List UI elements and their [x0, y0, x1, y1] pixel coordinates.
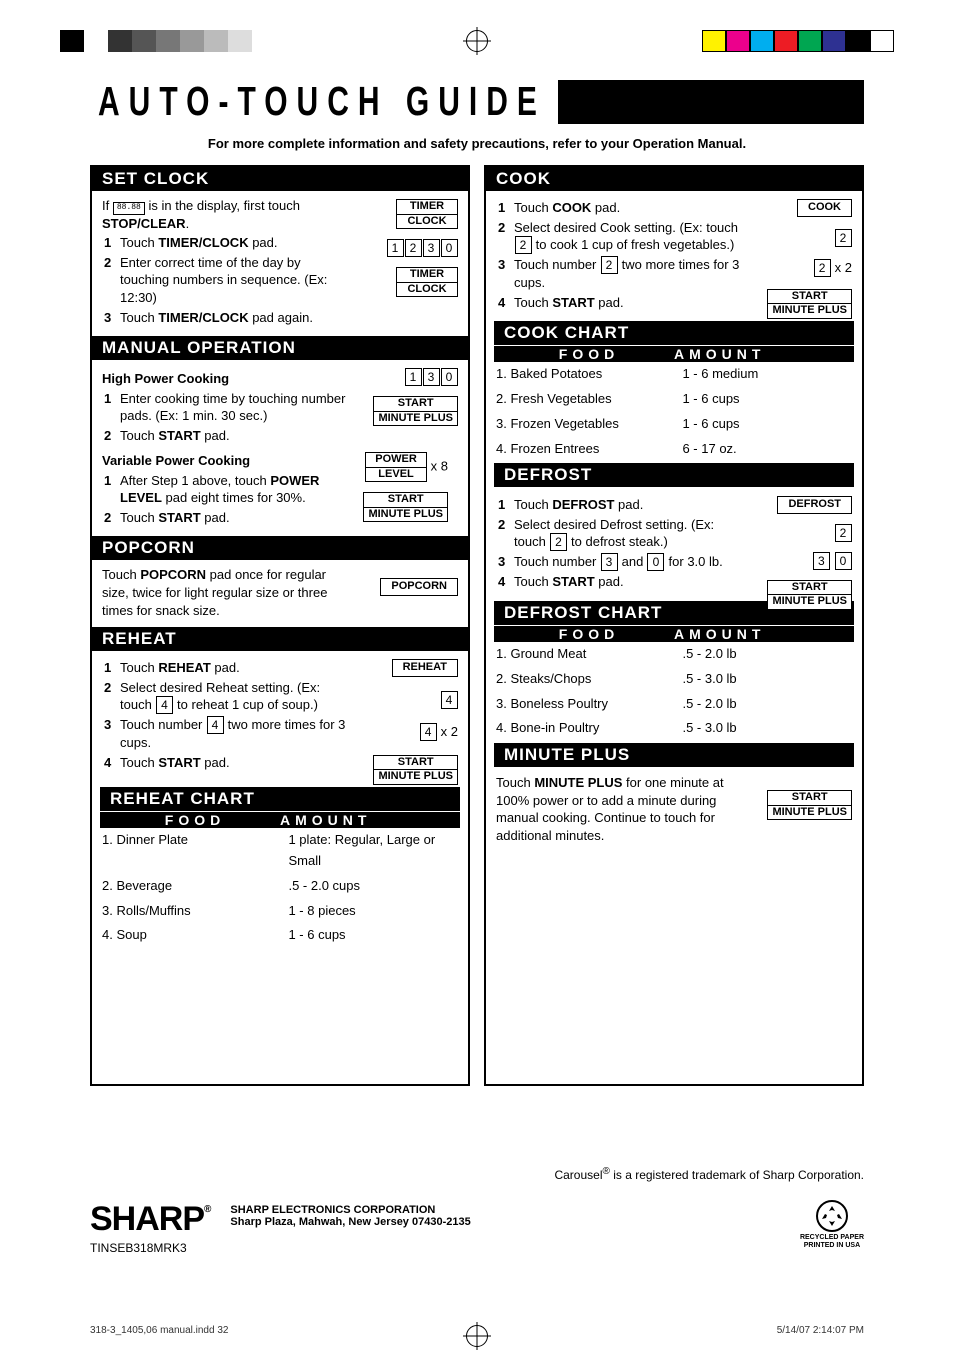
corp-address: SHARP ELECTRONICS CORPORATION Sharp Plaz… — [230, 1200, 780, 1228]
chart-row: 2. Fresh Vegetables1 - 6 cups — [486, 387, 862, 412]
start-button: STARTMINUTE PLUS — [363, 492, 448, 522]
chart-row: 1. Ground Meat.5 - 2.0 lb — [486, 642, 862, 667]
left-column: SET CLOCK TIMERCLOCK 1230 TIMERCLOCK If … — [90, 165, 470, 1086]
chart-columns: FOOD AMOUNT — [494, 626, 854, 642]
cook-header: COOK — [486, 167, 862, 191]
number-sequence: 130 — [404, 368, 458, 386]
defrost-header: DEFROST — [494, 463, 854, 487]
right-column: COOK COOK 2 2 x 2 STARTMINUTE PLUS Touch… — [484, 165, 864, 1086]
start-button: STARTMINUTE PLUS — [767, 790, 852, 820]
numkey-group: 2 x 2 — [813, 259, 852, 277]
step: Touch number 4 two more times for 3 cups… — [102, 716, 352, 752]
color-bars — [702, 30, 894, 52]
page-footer: 318-3_1405,06 manual.indd 32 5/14/07 2:1… — [0, 1275, 954, 1356]
timer-clock-button: TIMERCLOCK — [396, 199, 458, 229]
step: Touch TIMER/CLOCK pad again. — [102, 309, 352, 327]
power-level-button-group: POWERLEVEL x 8 — [365, 452, 448, 482]
reheat-chart-header: REHEAT CHART — [100, 787, 460, 811]
trademark-line: Carousel® is a registered trademark of S… — [90, 1166, 864, 1182]
reheat-button: REHEAT — [392, 659, 458, 677]
chart-row: 4. Soup1 - 6 cups — [92, 923, 468, 948]
chart-row: 4. Frozen Entrees6 - 17 oz. — [486, 437, 862, 462]
step: Touch START pad. — [496, 294, 746, 312]
doc-timestamp: 5/14/07 2:14:07 PM — [777, 1325, 864, 1336]
step: Touch DEFROST pad. — [496, 496, 746, 514]
chart-row: 2. Steaks/Chops.5 - 3.0 lb — [486, 667, 862, 692]
subtitle: For more complete information and safety… — [90, 136, 864, 151]
doc-filename: 318-3_1405,06 manual.indd 32 — [90, 1325, 228, 1336]
numkey-group: 4 x 2 — [419, 723, 458, 741]
recycled-badge: RECYCLED PAPER PRINTED IN USA — [800, 1200, 864, 1249]
start-button: STARTMINUTE PLUS — [767, 289, 852, 319]
page-title: AUTO-TOUCH GUIDE — [98, 77, 546, 128]
timer-clock-button: TIMERCLOCK — [396, 267, 458, 297]
chart-row: 1. Baked Potatoes1 - 6 medium — [486, 362, 862, 387]
popcorn-button: POPCORN — [380, 578, 458, 596]
cook-chart-header: COOK CHART — [494, 321, 854, 345]
step: Touch START pad. — [496, 573, 746, 591]
step: Select desired Reheat setting. (Ex: touc… — [102, 679, 352, 715]
numkey: 2 — [835, 229, 852, 247]
step: Enter correct time of the day by touchin… — [102, 254, 352, 307]
step: Touch number 2 two more times for 3 cups… — [496, 256, 746, 292]
gray-bars — [60, 30, 300, 52]
recycle-icon — [816, 1200, 848, 1232]
step: Touch COOK pad. — [496, 199, 746, 217]
minute-plus-header: MINUTE PLUS — [494, 743, 854, 767]
step: After Step 1 above, touch POWER LEVEL pa… — [102, 472, 352, 507]
display-digits: 88.88 — [113, 202, 145, 215]
popcorn-header: POPCORN — [92, 536, 468, 560]
step: Select desired Defrost setting. (Ex: tou… — [496, 516, 746, 552]
step: Touch REHEAT pad. — [102, 659, 352, 677]
chart-columns: FOOD AMOUNT — [100, 812, 460, 828]
chart-row: 1. Dinner Plate1 plate: Regular, Large o… — [92, 828, 468, 874]
numkey: 2 — [835, 524, 852, 542]
start-button: STARTMINUTE PLUS — [767, 580, 852, 610]
chart-row: 3. Boneless Poultry.5 - 2.0 lb — [486, 692, 862, 717]
chart-row: 4. Bone-in Poultry.5 - 3.0 lb — [486, 716, 862, 741]
chart-row: 2. Beverage.5 - 2.0 cups — [92, 874, 468, 899]
numkey: 4 — [441, 691, 458, 709]
start-button: STARTMINUTE PLUS — [373, 396, 458, 426]
registration-mark — [466, 30, 488, 52]
step: Touch number 3 and 0 for 3.0 lb. — [496, 553, 746, 571]
chart-row: 3. Frozen Vegetables1 - 6 cups — [486, 412, 862, 437]
registration-marks-top — [90, 20, 864, 80]
start-button: STARTMINUTE PLUS — [373, 755, 458, 785]
defrost-button: DEFROST — [777, 496, 852, 514]
number-sequence: 1230 — [386, 239, 458, 257]
step: Touch START pad. — [102, 509, 352, 527]
set-clock-header: SET CLOCK — [92, 167, 468, 191]
step: Select desired Cook setting. (Ex: touch … — [496, 219, 746, 255]
title-bar: AUTO-TOUCH GUIDE — [90, 80, 864, 124]
manual-operation-header: MANUAL OPERATION — [92, 336, 468, 360]
reheat-header: REHEAT — [92, 627, 468, 651]
cook-button: COOK — [797, 199, 852, 217]
step: Touch START pad. — [102, 754, 352, 772]
step: Touch TIMER/CLOCK pad. — [102, 234, 352, 252]
step: Touch START pad. — [102, 427, 352, 445]
step: Enter cooking time by touching number pa… — [102, 390, 352, 425]
chart-row: 3. Rolls/Muffins1 - 8 pieces — [92, 899, 468, 924]
registration-mark — [466, 1325, 488, 1347]
numkey-group: 3 0 — [812, 552, 852, 570]
part-number: TINSEB318MRK3 — [90, 1241, 210, 1255]
sharp-logo: SHARP® — [90, 1200, 210, 1239]
chart-columns: FOOD AMOUNT — [494, 346, 854, 362]
